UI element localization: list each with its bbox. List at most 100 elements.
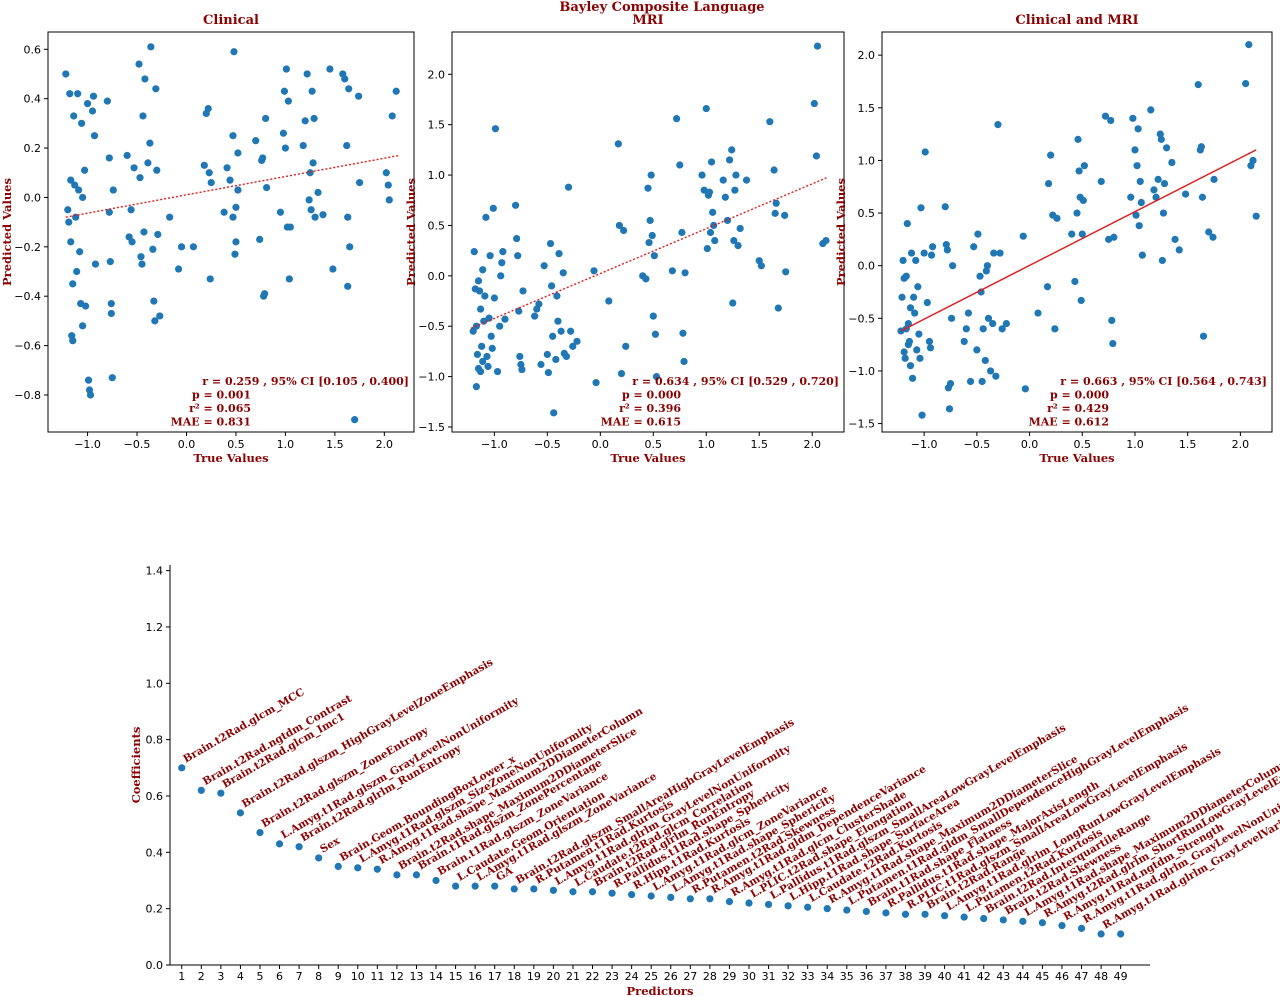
data-point (1181, 190, 1190, 198)
data-point (518, 365, 526, 374)
data-point (501, 315, 509, 323)
x-tick-label: 0.0 (1021, 438, 1039, 451)
y-tick-label: −0.5 (848, 312, 875, 325)
data-point (1071, 277, 1079, 286)
data-point (1107, 116, 1115, 125)
coefficient-point (315, 854, 323, 862)
data-point (644, 184, 652, 192)
stat-text: r² = 0.429 (1047, 402, 1109, 415)
data-point (128, 238, 136, 246)
data-point (912, 256, 920, 265)
data-point (62, 70, 70, 78)
x-tick-label: 4 (237, 970, 244, 983)
data-point (81, 302, 90, 310)
data-point (226, 176, 234, 184)
data-point (1249, 156, 1257, 165)
plot-frame (451, 31, 845, 433)
coefficient-point (1117, 930, 1125, 938)
data-point (86, 391, 95, 399)
data-point (234, 149, 242, 157)
y-tick-label: −1.5 (418, 421, 445, 434)
x-tick-label: 2 (198, 970, 205, 983)
data-point (230, 48, 238, 56)
data-point (284, 97, 292, 105)
data-point (911, 309, 919, 317)
data-point (647, 171, 655, 179)
data-point (154, 230, 162, 239)
x-tick-label: 21 (566, 970, 580, 983)
data-point (1097, 177, 1105, 186)
coefficient-point (256, 829, 264, 837)
data-point (151, 317, 159, 325)
coefficient-point (1019, 917, 1027, 925)
x-tick-label: 17 (488, 970, 502, 983)
data-point (69, 280, 77, 288)
y-tick-label: 0.0 (24, 191, 42, 204)
data-point (906, 362, 915, 370)
coefficient-point (941, 912, 949, 920)
coefficient-point (510, 885, 518, 893)
data-point (915, 330, 923, 338)
data-point (276, 208, 285, 216)
data-point (256, 235, 264, 244)
data-point (477, 367, 485, 376)
panel-coefficients: Predictors Coefficients 0.0 0.2 0.4 0.6 0.8 1.0… (129, 565, 1280, 997)
data-point (1242, 79, 1250, 88)
data-point (531, 312, 539, 320)
data-point (550, 409, 558, 417)
data-point (511, 201, 520, 209)
x-tick-label: 28 (703, 970, 717, 983)
x-tick-label: 44 (1016, 970, 1030, 983)
data-point (144, 159, 152, 167)
stat-text: p = 0.000 (622, 389, 681, 402)
data-point (973, 346, 981, 354)
x-tick-label: 43 (996, 970, 1010, 983)
y-axis-label: Coefficients (129, 727, 143, 804)
data-point (1131, 146, 1139, 154)
data-point (303, 70, 311, 78)
data-point (964, 309, 973, 317)
data-point (678, 228, 686, 237)
coefficient-point (725, 898, 734, 906)
data-point (567, 327, 575, 335)
y-tick-label: −1.0 (848, 365, 875, 378)
data-point (174, 265, 183, 273)
x-tick-label: 1.5 (1179, 438, 1197, 451)
y-tick-label: 0.0 (428, 270, 446, 283)
x-tick-label: 15 (449, 970, 463, 983)
data-point (916, 354, 924, 362)
data-point (81, 166, 89, 174)
data-point (140, 228, 148, 236)
x-tick-label: 10 (351, 970, 365, 983)
data-point (385, 196, 393, 204)
data-point (79, 322, 87, 330)
x-axis-label: Predictors (627, 984, 694, 997)
data-point (76, 248, 84, 256)
data-point (772, 199, 780, 207)
suptitle: Bayley Composite Language (559, 0, 764, 15)
data-point (138, 260, 146, 268)
data-point (617, 369, 626, 378)
y-tick-label: 0.5 (428, 219, 446, 232)
data-point (1162, 144, 1171, 152)
data-point (822, 236, 830, 245)
data-point (984, 314, 993, 322)
data-point (810, 99, 818, 108)
data-point (103, 97, 111, 105)
data-point (479, 357, 487, 366)
data-point (1197, 143, 1205, 151)
coefficient-point (960, 913, 968, 921)
data-point (479, 266, 487, 274)
data-point (918, 411, 926, 419)
data-point (680, 357, 688, 366)
data-point (979, 325, 987, 333)
data-point (917, 204, 925, 212)
y-tick-label: 1.5 (858, 102, 876, 115)
coefficient-point (999, 916, 1007, 924)
x-tick-label: 49 (1114, 970, 1128, 983)
data-point (1171, 235, 1179, 243)
data-point (920, 249, 928, 257)
x-tick-label: 48 (1094, 970, 1108, 983)
data-point (1051, 325, 1059, 333)
